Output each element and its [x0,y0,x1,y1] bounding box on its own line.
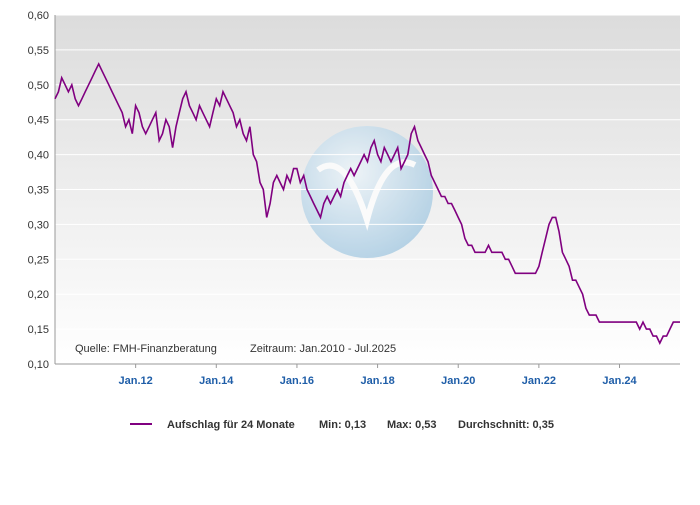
period-note: Zeitraum: Jan.2010 - Jul.2025 [250,343,396,355]
y-tick-label: 0,55 [28,45,49,57]
legend-stat: Max: 0,53 [387,419,437,431]
y-tick-label: 0,45 [28,115,49,127]
y-tick-label: 0,60 [28,10,49,22]
y-tick-label: 0,50 [28,80,49,92]
y-tick-label: 0,30 [28,219,49,231]
x-tick-label: Jan.12 [119,375,153,387]
x-tick-label: Jan.18 [360,375,394,387]
y-tick-label: 0,25 [28,254,49,266]
y-tick-label: 0,20 [28,289,49,301]
legend-stat: Min: 0,13 [319,419,366,431]
line-series [54,62,680,345]
watermark [301,126,433,258]
x-tick-label: Jan.16 [280,375,314,387]
y-tick-label: 0,10 [28,359,49,371]
y-tick-label: 0,15 [28,324,49,336]
source-note: Quelle: FMH-Finanzberatung [75,343,217,355]
x-tick-label: Jan.24 [602,375,637,387]
legend-label: Aufschlag für 24 Monate [167,419,295,431]
x-tick-label: Jan.14 [199,375,234,387]
y-tick-label: 0,40 [28,150,49,162]
x-tick-label: Jan.22 [522,375,556,387]
x-tick-label: Jan.20 [441,375,475,387]
y-tick-label: 0,35 [28,185,49,197]
legend-stat: Durchschnitt: 0,35 [458,419,554,431]
